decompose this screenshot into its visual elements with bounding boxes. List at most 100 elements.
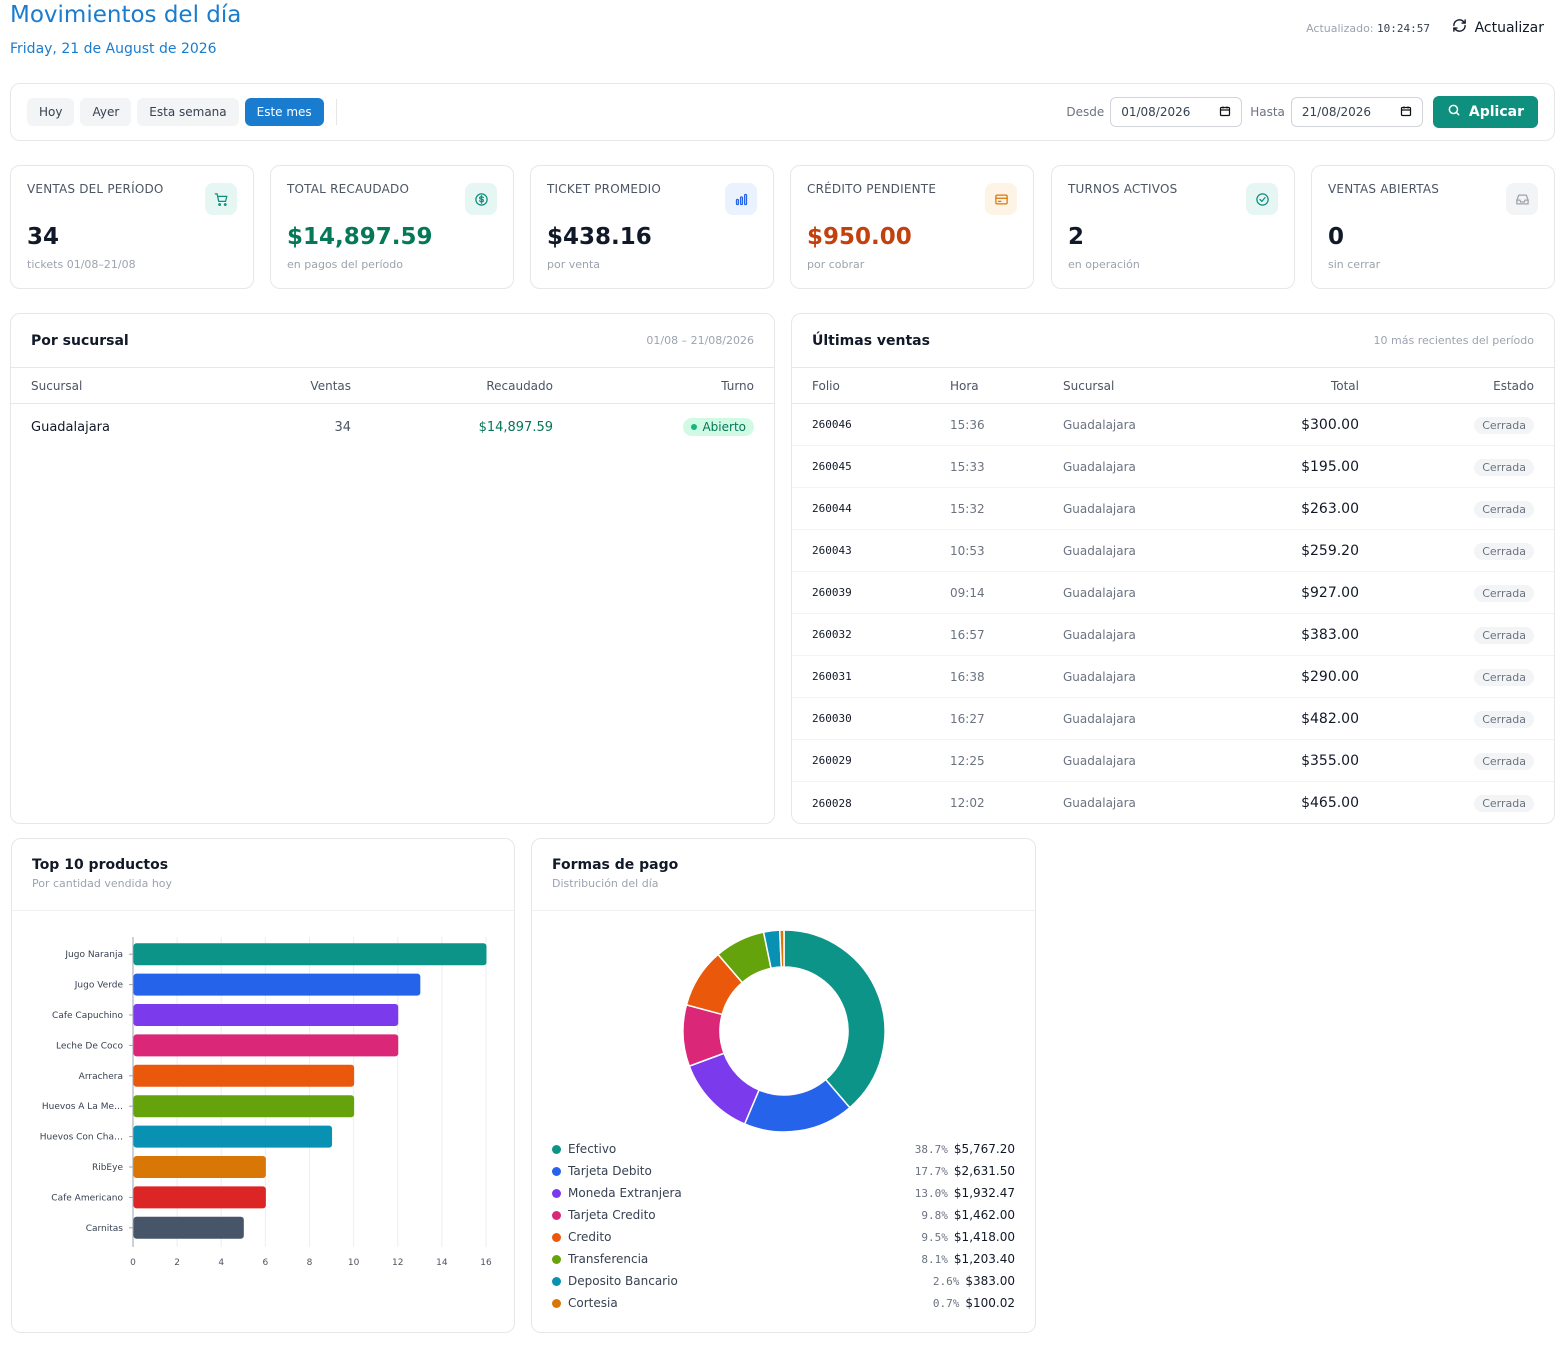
y-tick-label: Jugo Verde [74,981,124,991]
legend-item: Efectivo 38.7% $5,767.20 [552,1138,1015,1160]
search-icon [1447,103,1461,121]
kpi-sub: tickets 01/08–21/08 [27,258,136,271]
table-row[interactable]: 260028 12:02 Guadalajara $465.00 Cerrada [792,782,1554,823]
column-header: Folio [812,378,840,393]
table-header: Sucursal Ventas Recaudado Turno [11,368,774,404]
bar[interactable] [133,943,487,966]
donut-slice[interactable] [778,929,785,968]
calendar-icon [1400,105,1412,120]
sale-branch: Guadalajara [1063,459,1136,474]
legend-amount: $1,462.00 [953,1208,1015,1222]
legend-item: Cortesia 0.7% $100.02 [552,1292,1015,1314]
column-header: Estado [1493,378,1534,393]
y-tick-label: Arrachera [79,1072,123,1082]
bar[interactable] [133,1004,399,1026]
bar[interactable] [133,1156,266,1178]
y-tick-label: Huevos Con Cha… [40,1133,123,1143]
kpi-sub: en pagos del período [287,258,403,271]
bar[interactable] [133,1095,355,1118]
to-date-input[interactable]: 21/08/2026 [1290,97,1423,127]
to-label: Hasta [1250,105,1285,119]
table-row[interactable]: 260044 15:32 Guadalajara $263.00 Cerrada [792,488,1554,530]
column-header: Turno [721,378,754,393]
legend-item: Tarjeta Credito 9.8% $1,462.00 [552,1204,1015,1226]
legend-label: Credito [568,1230,612,1244]
kpi-label: VENTAS ABIERTAS [1328,182,1440,196]
sale-total: $383.00 [1301,626,1359,643]
sale-folio: 260043 [812,544,852,557]
sale-time: 16:57 [950,627,985,642]
branches-panel: Por sucursal 01/08 – 21/08/2026 Sucursal… [10,313,775,824]
legend-swatch [552,1210,561,1220]
legend-swatch [552,1232,561,1242]
refresh-button[interactable]: Actualizar [1452,18,1544,37]
sale-branch: Guadalajara [1063,585,1136,600]
kpi-card-pending-credit: CRÉDITO PENDIENTE $950.00 por cobrar [790,165,1034,289]
preset-yesterday-button[interactable]: Ayer [80,98,132,126]
bar[interactable] [133,1064,355,1087]
table-row[interactable]: 260045 15:33 Guadalajara $195.00 Cerrada [792,446,1554,488]
sale-time: 09:14 [950,585,985,600]
from-label: Desde [1066,105,1105,119]
sale-total: $263.00 [1301,500,1359,517]
kpi-card-collected: TOTAL RECAUDADO $14,897.59 en pagos del … [270,165,514,289]
chart-title: Formas de pago [552,857,679,873]
panel-title: Últimas ventas [812,332,930,349]
preset-this-month-button[interactable]: Este mes [244,98,324,126]
column-header: Sucursal [1063,378,1115,393]
legend-swatch [552,1188,561,1198]
table-row[interactable]: 260032 16:57 Guadalajara $383.00 Cerrada [792,614,1554,656]
kpi-card-open-sales: VENTAS ABIERTAS 0 sin cerrar [1311,165,1555,289]
column-header: Recaudado [486,378,553,393]
bar[interactable] [133,1034,399,1057]
x-tick-label: 12 [392,1258,403,1268]
table-row[interactable]: Guadalajara 34 $14,897.59 Abierto [11,404,774,450]
legend-percent: 8.1% [921,1252,948,1266]
divider [335,99,337,125]
bar[interactable] [133,1125,333,1148]
donut-slice[interactable] [783,929,886,1109]
preset-today-button[interactable]: Hoy [27,98,75,126]
status-badge: Cerrada [1474,668,1534,686]
status-badge: Cerrada [1474,542,1534,560]
kpi-label: TICKET PROMEDIO [547,182,662,196]
column-header: Total [1330,378,1359,393]
x-tick-label: 6 [263,1258,269,1268]
sale-total: $195.00 [1301,458,1359,475]
to-date-value: 21/08/2026 [1301,105,1372,119]
preset-this-week-button[interactable]: Esta semana [137,98,239,126]
legend-swatch [552,1144,561,1154]
sale-time: 16:38 [950,669,985,684]
donut-chart [682,929,886,1133]
from-date-input[interactable]: 01/08/2026 [1110,97,1243,127]
kpi-value: $950.00 [807,224,912,250]
legend-swatch [552,1166,561,1176]
panel-meta: 10 más recientes del período [1373,334,1534,347]
table-row[interactable]: 260031 16:38 Guadalajara $290.00 Cerrada [792,656,1554,698]
sale-folio: 260028 [812,796,852,810]
x-tick-label: 0 [130,1258,136,1268]
bar[interactable] [133,973,421,996]
table-row[interactable]: 260043 10:53 Guadalajara $259.20 Cerrada [792,530,1554,572]
legend-label: Tarjeta Debito [568,1164,652,1178]
chart-title: Top 10 productos [32,857,169,873]
table-row[interactable]: 260039 09:14 Guadalajara $927.00 Cerrada [792,572,1554,614]
sale-total: $465.00 [1301,795,1359,811]
table-row[interactable]: 260030 16:27 Guadalajara $482.00 Cerrada [792,698,1554,740]
bar[interactable] [133,1186,266,1209]
table-row[interactable]: 260029 12:25 Guadalajara $355.00 Cerrada [792,740,1554,782]
sale-total: $355.00 [1301,752,1359,769]
kpi-sub: sin cerrar [1328,258,1381,271]
table-row[interactable]: 260046 15:36 Guadalajara $300.00 Cerrada [792,404,1554,446]
status-badge: Cerrada [1474,416,1534,434]
donut-slice[interactable] [688,1052,761,1125]
legend-item: Transferencia 8.1% $1,203.40 [552,1248,1015,1270]
apply-button[interactable]: Aplicar [1432,96,1538,128]
x-tick-label: 14 [436,1258,448,1268]
status-badge: Cerrada [1474,584,1534,602]
bar[interactable] [133,1216,244,1239]
sale-total: $300.00 [1301,416,1359,433]
kpi-value: $438.16 [547,224,652,250]
status-badge: Cerrada [1474,710,1534,728]
legend-item: Deposito Bancario 2.6% $383.00 [552,1270,1015,1292]
